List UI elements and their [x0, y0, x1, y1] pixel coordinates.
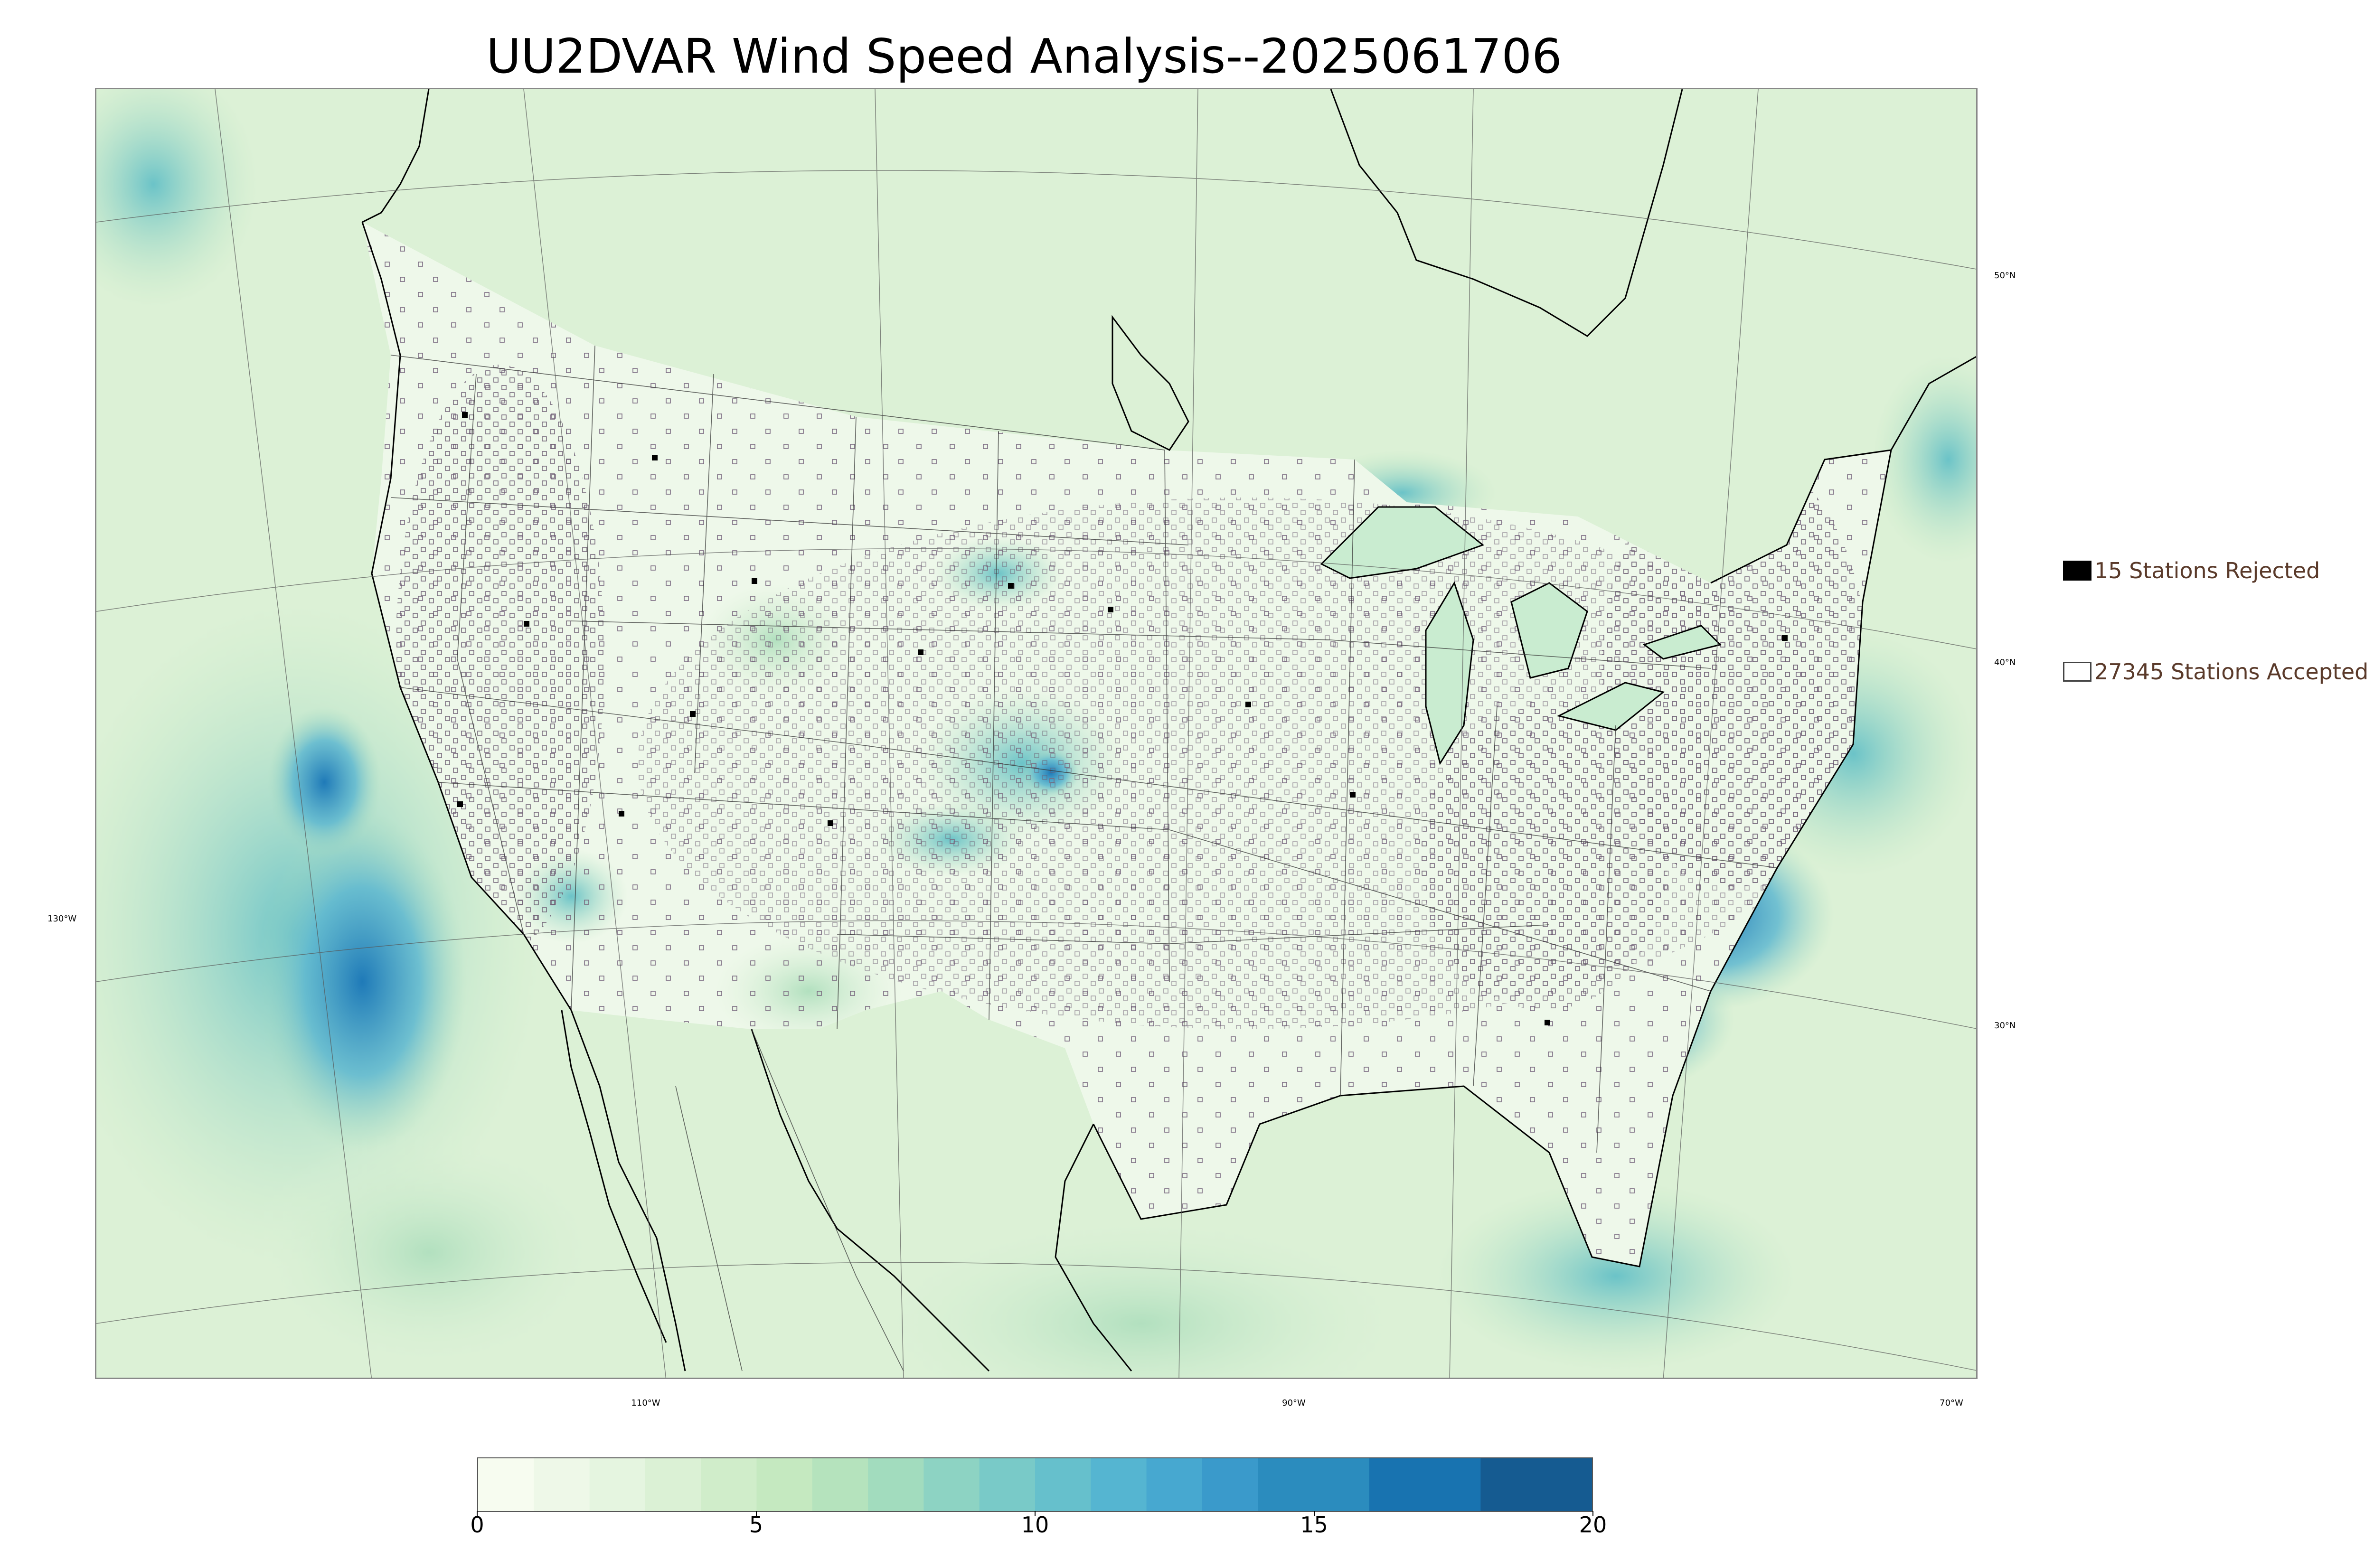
lon-label-90w: 90°W	[1282, 1398, 1306, 1408]
state-borders	[390, 345, 1778, 1371]
colorbar-bin-10	[1035, 1458, 1091, 1511]
colorbar-bin-5	[756, 1458, 813, 1511]
colorbar-bin-11	[1091, 1458, 1147, 1511]
colorbar-bin-12	[1146, 1458, 1203, 1511]
colorbar-bin-9	[979, 1458, 1036, 1511]
colorbar-tick-label: 20	[1579, 1512, 1607, 1538]
lat-label-40n: 40°N	[1994, 657, 2016, 667]
legend-rejected: 15 Stations Rejected	[2063, 558, 2320, 583]
lon-label-110w: 110°W	[631, 1398, 660, 1408]
colorbar-tick-mark	[755, 1511, 757, 1516]
colorbar-bin-4	[701, 1458, 757, 1511]
colorbar-bin-2	[589, 1458, 646, 1511]
coastlines	[361, 89, 1976, 1372]
colorbar-tick-mark	[1035, 1511, 1036, 1516]
map-title: UU2DVAR Wind Speed Analysis--2025061706	[486, 28, 1562, 84]
colorbar-bin-8	[923, 1458, 980, 1511]
legend-rejected-label: 15 Stations Rejected	[2094, 558, 2320, 583]
colorbar-tick-mark	[1313, 1511, 1315, 1516]
graticule	[96, 89, 1976, 1378]
colorbar-bin-13	[1202, 1458, 1258, 1511]
colorbar-tick-label: 5	[749, 1512, 763, 1538]
lat-label-30n: 30°N	[1994, 1021, 2016, 1031]
colorbar-bin-16	[1480, 1458, 1592, 1511]
colorbar-tick-label: 0	[470, 1512, 484, 1538]
colorbar-bin-15	[1369, 1458, 1481, 1511]
wind-speed-map	[96, 89, 1976, 1378]
colorbar-svg	[478, 1458, 1592, 1511]
lon-label-70w: 70°W	[1940, 1398, 1963, 1408]
colorbar-bin-6	[812, 1458, 868, 1511]
colorbar-tick-mark	[477, 1511, 478, 1516]
colorbar-bin-3	[645, 1458, 701, 1511]
legend-accepted: 27345 Stations Accepted	[2063, 659, 2368, 685]
legend-accepted-label: 27345 Stations Accepted	[2094, 659, 2369, 685]
colorbar-bin-1	[534, 1458, 590, 1511]
colorbar-bin-14	[1258, 1458, 1370, 1511]
colorbar	[477, 1457, 1593, 1512]
colorbar-bin-0	[478, 1458, 534, 1511]
lon-label-130w: 130°W	[47, 914, 77, 924]
colorbar-tick-mark	[1592, 1511, 1593, 1516]
colorbar-tick-label: 10	[1021, 1512, 1049, 1538]
rejected-stations	[457, 412, 1788, 1025]
accepted-swatch-icon	[2063, 662, 2091, 682]
colorbar-bin-7	[868, 1458, 924, 1511]
rejected-swatch-icon	[2063, 561, 2091, 581]
lat-label-50n: 50°N	[1994, 271, 2016, 281]
colorbar-tick-label: 15	[1300, 1512, 1328, 1538]
map-panel[interactable]	[95, 88, 1978, 1379]
